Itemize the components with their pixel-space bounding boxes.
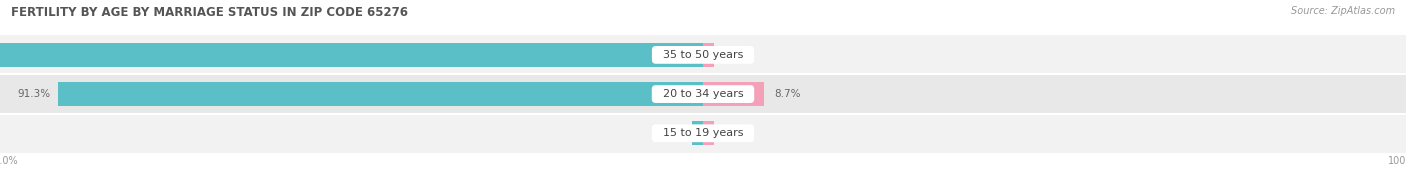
Text: 0.0%: 0.0% — [652, 128, 678, 138]
Text: 0.0%: 0.0% — [728, 128, 754, 138]
Text: 0.0%: 0.0% — [728, 50, 754, 60]
Text: FERTILITY BY AGE BY MARRIAGE STATUS IN ZIP CODE 65276: FERTILITY BY AGE BY MARRIAGE STATUS IN Z… — [11, 6, 408, 19]
Text: 35 to 50 years: 35 to 50 years — [655, 50, 751, 60]
Bar — [0, 35, 1406, 74]
Text: 8.7%: 8.7% — [775, 89, 801, 99]
Text: 15 to 19 years: 15 to 19 years — [655, 128, 751, 138]
Bar — [0, 74, 1406, 114]
Bar — [703, 82, 765, 106]
Bar — [0, 114, 1406, 153]
Bar — [703, 121, 713, 145]
Bar — [703, 43, 713, 67]
Text: 20 to 34 years: 20 to 34 years — [655, 89, 751, 99]
Text: 91.3%: 91.3% — [17, 89, 51, 99]
Text: Source: ZipAtlas.com: Source: ZipAtlas.com — [1291, 6, 1395, 16]
Bar — [0, 43, 703, 67]
Bar — [693, 121, 703, 145]
Bar — [60, 82, 703, 106]
Bar — [58, 82, 60, 106]
